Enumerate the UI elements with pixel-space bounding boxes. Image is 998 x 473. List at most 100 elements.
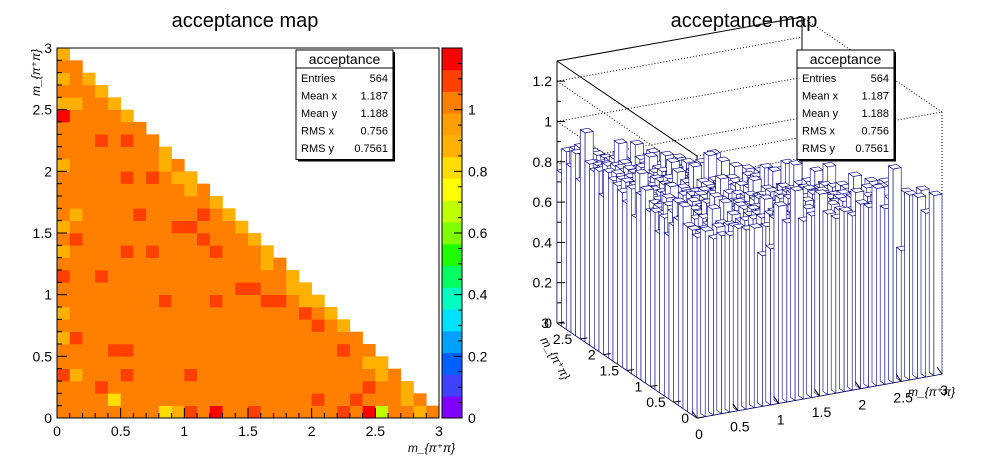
lego-bar-side bbox=[575, 177, 581, 340]
lego-x-tick-mark bbox=[854, 381, 861, 389]
lego-bar-side bbox=[740, 226, 747, 410]
heatmap-cell bbox=[133, 159, 147, 172]
heatmap-cell bbox=[298, 294, 312, 308]
heatmap-cell bbox=[120, 183, 134, 197]
heatmap-cell bbox=[248, 294, 262, 308]
heatmap-y-ticks: 0 0.5 1 1.5 2 2.5 3 bbox=[33, 40, 67, 426]
heatmap-x-tick-label: 2 bbox=[308, 423, 316, 439]
heatmap-cell bbox=[107, 245, 121, 258]
heatmap-y-tick-label: 0 bbox=[44, 410, 52, 426]
heatmap-cell bbox=[107, 393, 121, 406]
heatmap-cell bbox=[82, 72, 96, 86]
heatmap-cell bbox=[171, 307, 185, 320]
heatmap-cell bbox=[260, 270, 274, 283]
lego-bar-top bbox=[915, 185, 930, 191]
color-scale-segment bbox=[442, 374, 462, 397]
heatmap-cell bbox=[82, 97, 96, 110]
heatmap-cell bbox=[57, 122, 71, 135]
heatmap-cell bbox=[82, 196, 96, 209]
heatmap-cell bbox=[146, 245, 160, 258]
lego-bar-side bbox=[565, 163, 572, 334]
heatmap-cell bbox=[57, 319, 71, 332]
heatmap-cell bbox=[298, 381, 312, 394]
heatmap-cell bbox=[184, 208, 198, 221]
heatmap-cell bbox=[107, 307, 121, 320]
heatmap-cell bbox=[57, 171, 71, 184]
lego-y-tick-label: 0.5 bbox=[646, 394, 666, 410]
heatmap-cell bbox=[362, 405, 376, 419]
heatmap-cell bbox=[120, 146, 134, 160]
heatmap-cell bbox=[57, 356, 71, 369]
heatmap-cell bbox=[298, 368, 312, 382]
lego-bar-top bbox=[709, 192, 724, 198]
color-scale-segment bbox=[442, 200, 462, 223]
heatmap-cell bbox=[337, 368, 351, 382]
heatmap-cell bbox=[146, 146, 160, 160]
heatmap-cell bbox=[95, 233, 109, 246]
color-scale-segment bbox=[442, 287, 462, 310]
heatmap-cell bbox=[95, 122, 109, 135]
heatmap-cell bbox=[158, 146, 172, 160]
lego-bar-side bbox=[863, 203, 869, 388]
heatmap-cell bbox=[158, 393, 172, 406]
heatmap-cell bbox=[107, 134, 121, 147]
lego-bar-top bbox=[850, 187, 865, 193]
lego-z-tick-label: 1.2 bbox=[533, 73, 553, 89]
stats-right-row-value: 0.756 bbox=[861, 126, 889, 138]
lego-bar-side bbox=[749, 224, 755, 409]
lego-frame-edge bbox=[696, 111, 943, 157]
lego-bar-top bbox=[646, 147, 661, 154]
heatmap-cell bbox=[375, 368, 389, 382]
heatmap-x-tick-label: 0.5 bbox=[111, 423, 131, 439]
heatmap-cell bbox=[260, 381, 274, 394]
heatmap-cell bbox=[248, 405, 262, 419]
heatmap-cell bbox=[324, 307, 338, 320]
lego-x-tick-mark bbox=[936, 366, 943, 375]
heatmap-cell bbox=[197, 208, 211, 221]
heatmap-cell bbox=[298, 331, 312, 345]
heatmap-cell bbox=[413, 393, 427, 406]
heatmap-cell bbox=[171, 196, 185, 209]
heatmap-cell bbox=[337, 356, 351, 369]
color-scale-segment bbox=[442, 69, 462, 92]
heatmap-cell bbox=[197, 307, 211, 320]
heatmap-cell bbox=[171, 282, 185, 295]
heatmap-cell bbox=[222, 368, 236, 382]
heatmap-cell bbox=[120, 356, 134, 369]
heatmap-cell bbox=[298, 393, 312, 406]
heatmap-cell bbox=[133, 356, 147, 369]
heatmap-cell bbox=[273, 307, 287, 320]
heatmap-cell bbox=[235, 319, 249, 332]
heatmap-cell bbox=[158, 319, 172, 332]
lego-y-tick-mark bbox=[580, 337, 588, 340]
heatmap-cell bbox=[57, 294, 71, 308]
lego-bar-side bbox=[589, 168, 595, 349]
lego-bar-side bbox=[612, 182, 619, 365]
heatmap-cell bbox=[57, 146, 71, 160]
heatmap-cell bbox=[273, 331, 287, 345]
heatmap-cell bbox=[209, 245, 223, 258]
heatmap-cell bbox=[311, 294, 325, 308]
heatmap-cell bbox=[209, 294, 223, 308]
heatmap-cell bbox=[362, 356, 376, 369]
lego-bar-top bbox=[579, 127, 594, 134]
heatmap-cell bbox=[209, 393, 223, 406]
heatmap-cell bbox=[158, 331, 172, 345]
lego-bar-side bbox=[659, 214, 665, 397]
color-scale-tick-label: 0.2 bbox=[468, 348, 488, 364]
lego-x-tick-mark bbox=[691, 410, 698, 419]
heatmap-cell bbox=[260, 393, 274, 406]
stats-right-row-value: 564 bbox=[871, 73, 889, 85]
heatmap-cell bbox=[388, 381, 402, 394]
lego-bar-top bbox=[682, 221, 697, 228]
heatmap-cell bbox=[107, 122, 121, 135]
heatmap-cell bbox=[273, 405, 287, 419]
heatmap-cell bbox=[82, 257, 96, 271]
heatmap-cell bbox=[362, 368, 376, 382]
heatmap-cell bbox=[197, 368, 211, 382]
heatmap-cell bbox=[209, 405, 223, 419]
stats-right-row-value: 1.187 bbox=[861, 91, 889, 103]
lego-bars bbox=[556, 127, 943, 419]
heatmap-cell bbox=[120, 270, 134, 283]
heatmap-cell bbox=[273, 393, 287, 406]
